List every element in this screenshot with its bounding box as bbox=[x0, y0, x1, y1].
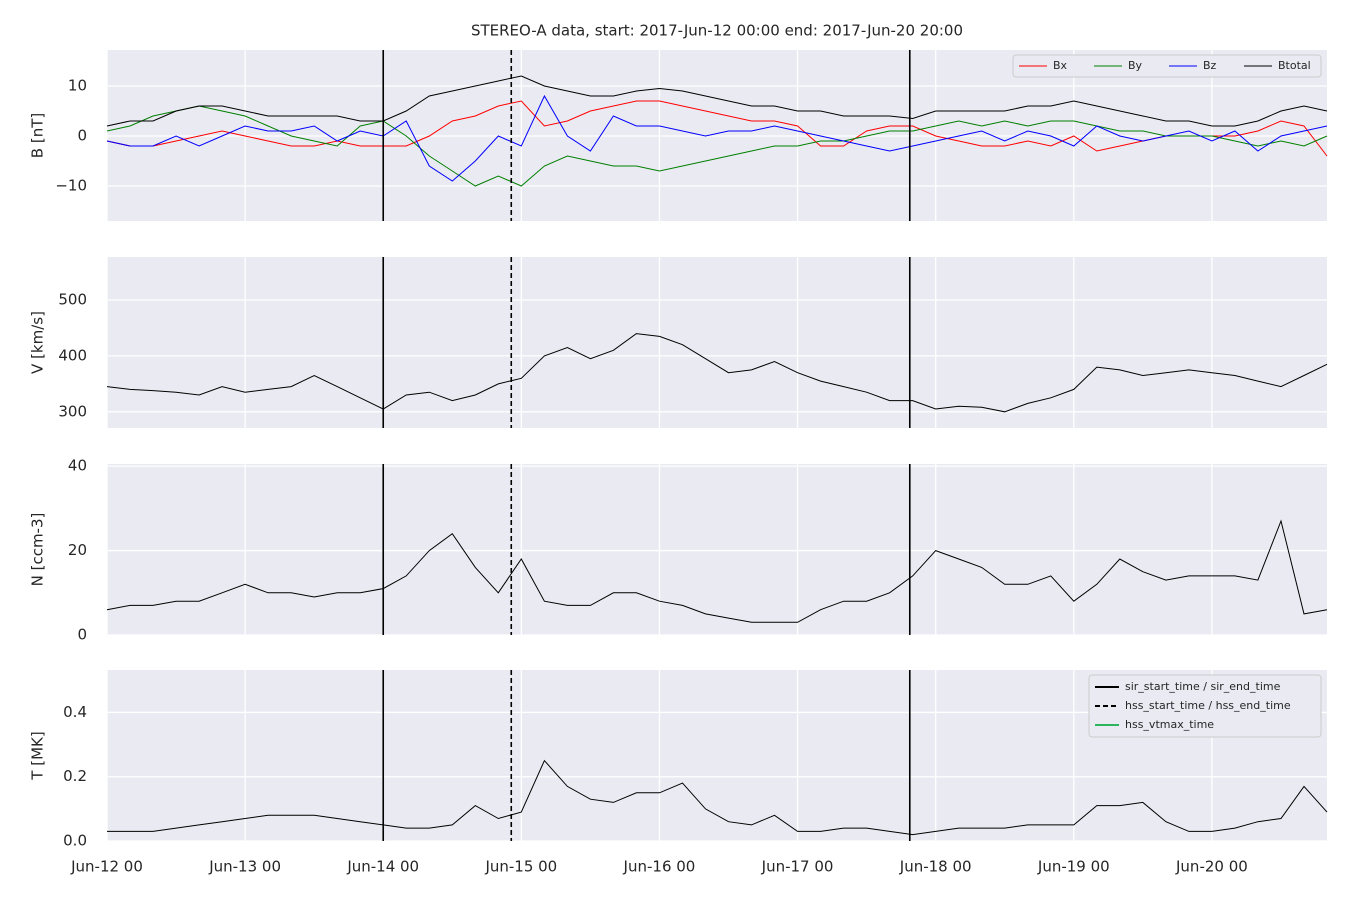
y-tick-label: 0.2 bbox=[63, 767, 87, 785]
data-line bbox=[106, 519, 1328, 623]
data-line bbox=[106, 100, 1328, 157]
x-tick-label: Jun-12 00 bbox=[70, 858, 143, 876]
legend-label: hss_start_time / hss_end_time bbox=[1125, 699, 1291, 712]
y-tick-label: 0 bbox=[77, 626, 87, 644]
y-tick-label: 300 bbox=[58, 402, 87, 420]
x-tick-label: Jun-17 00 bbox=[761, 858, 834, 876]
x-tick-label: Jun-20 00 bbox=[1175, 858, 1248, 876]
y-tick-label: 20 bbox=[68, 541, 87, 559]
y-tick-label: −10 bbox=[55, 177, 87, 195]
x-tick-label: Jun-13 00 bbox=[208, 858, 281, 876]
y-tick-label: 0.0 bbox=[63, 832, 87, 850]
legend-box bbox=[1012, 54, 1322, 78]
plot-background bbox=[107, 464, 1327, 635]
legend-label: hss_vtmax_time bbox=[1125, 718, 1214, 731]
y-tick-label: 40 bbox=[68, 457, 87, 475]
legend: Bx By Bz Btotal bbox=[1012, 54, 1322, 78]
x-tick-label: Jun-15 00 bbox=[484, 858, 557, 876]
data-line bbox=[106, 105, 1328, 187]
legend-label: Bz bbox=[1203, 59, 1217, 72]
x-tick-label: Jun-19 00 bbox=[1037, 858, 1110, 876]
legend-box bbox=[1088, 674, 1322, 738]
plot-background bbox=[107, 257, 1327, 428]
x-tick-label: Jun-14 00 bbox=[346, 858, 419, 876]
data-line bbox=[106, 333, 1328, 413]
y-tick-label: 400 bbox=[58, 346, 87, 364]
y-axis-label: T [MK] bbox=[29, 731, 47, 780]
legend-label: Btotal bbox=[1278, 59, 1311, 72]
y-tick-label: 0.4 bbox=[63, 703, 87, 721]
y-tick-label: 0 bbox=[77, 127, 87, 145]
legend-label: By bbox=[1128, 59, 1143, 72]
legend-label: sir_start_time / sir_end_time bbox=[1125, 680, 1281, 693]
data-line bbox=[107, 759, 1328, 836]
y-tick-label: 500 bbox=[58, 291, 87, 309]
event-legend: sir_start_time / sir_end_time hss_start_t… bbox=[1088, 674, 1322, 738]
legend-label: Bx bbox=[1053, 59, 1068, 72]
chart-title: STEREO-A data, start: 2017-Jun-12 00:00 … bbox=[471, 22, 963, 40]
x-tick-label: Jun-16 00 bbox=[623, 858, 696, 876]
data-line bbox=[106, 94, 1328, 182]
data-line bbox=[106, 75, 1328, 127]
y-axis-label: V [km/s] bbox=[29, 311, 47, 374]
x-tick-label: Jun-18 00 bbox=[899, 858, 972, 876]
y-axis-label: B [nT] bbox=[29, 113, 47, 158]
y-axis-label: N [ccm-3] bbox=[29, 513, 47, 587]
y-tick-label: 10 bbox=[68, 77, 87, 95]
